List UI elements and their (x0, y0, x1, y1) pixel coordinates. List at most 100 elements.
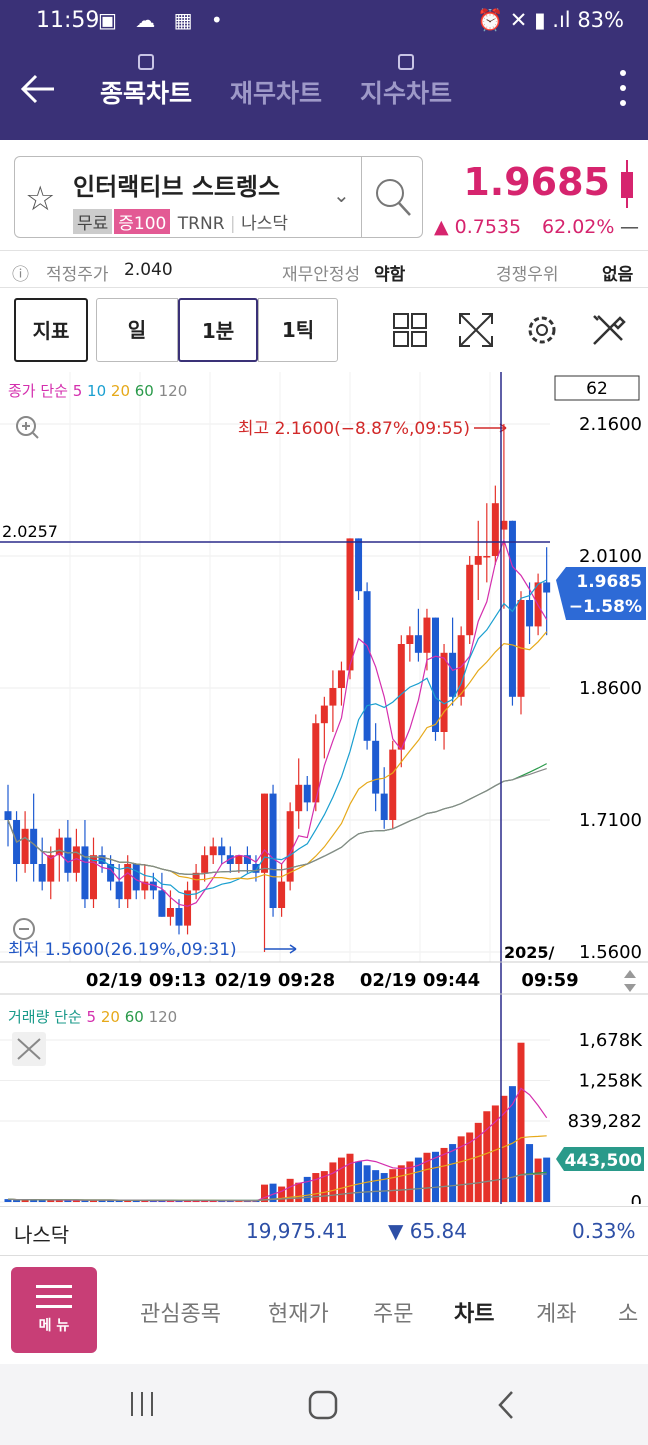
index-value: 19,975.41 (246, 1219, 348, 1243)
back-icon[interactable] (494, 1388, 518, 1422)
back-arrow-icon[interactable] (18, 68, 60, 110)
y-tick-label: 1.8600 (579, 678, 642, 699)
volume-bar (346, 1153, 354, 1202)
volume-bar (158, 1200, 166, 1202)
volume-bar (534, 1158, 542, 1202)
zoom-out-icon[interactable] (13, 918, 35, 940)
ma-line-120 (7, 768, 547, 876)
tab-stock-chart[interactable]: 종목차트 (100, 54, 192, 110)
close-icon (17, 1038, 41, 1060)
volume-bar (320, 1171, 328, 1202)
chart-svg[interactable]: 종가 단순 5 10 20 60 120 62 최고 2.1600(−8.87%… (0, 372, 648, 1213)
volume-bar (474, 1122, 482, 1202)
nav-watchlist[interactable]: 관심종목 (140, 1302, 221, 1327)
index-name: 나스닥 (14, 1223, 70, 1247)
volume-bar (543, 1157, 551, 1202)
axis-scroll-icon[interactable] (624, 970, 636, 992)
tab-label: 지수차트 (360, 79, 453, 108)
zoom-in-icon[interactable] (16, 416, 39, 439)
volume-bar (55, 1200, 63, 1202)
volume-ma-line-20 (7, 1135, 547, 1202)
nav-chart[interactable]: 차트 (454, 1302, 495, 1327)
current-price-tag-pct: −1.58% (569, 597, 642, 617)
current-price-tag (556, 567, 646, 620)
volume-bar (457, 1136, 465, 1202)
volume-bar (132, 1200, 140, 1202)
volume-bar (209, 1200, 217, 1202)
candle (166, 890, 174, 926)
candle (466, 556, 474, 644)
tools-icon[interactable] (588, 310, 628, 350)
candle (201, 846, 209, 882)
menu-button[interactable]: 메 뉴 (11, 1267, 97, 1353)
candle (4, 784, 12, 847)
tab-index-chart[interactable]: 지수차트 (360, 54, 453, 110)
nav-order[interactable]: 주문 (373, 1302, 414, 1327)
volume-bar (329, 1162, 337, 1202)
volume-current-value: 443,500 (565, 1151, 643, 1171)
volume-bar (141, 1200, 149, 1202)
star-icon[interactable]: ☆ (25, 179, 56, 219)
settings-gear-icon[interactable] (522, 310, 562, 350)
low-label: 최저 1.5600(26.19%,09:31) (8, 940, 237, 960)
index-ticker-bar[interactable]: 나스닥 19,975.41 ▼ 65.84 0.33% (0, 1206, 648, 1256)
candle (243, 846, 251, 873)
volume-ma-line-120 (7, 1173, 547, 1201)
tab-financial-chart[interactable]: 재무차트 (230, 74, 322, 110)
count-box[interactable] (554, 375, 640, 401)
status-time: 11:59 (36, 8, 100, 33)
candle (218, 837, 226, 864)
chevron-down-icon[interactable]: ⌄ (333, 183, 350, 207)
volume-bar (226, 1200, 234, 1202)
volume-bar (414, 1157, 422, 1202)
hamburger-icon (36, 1285, 72, 1308)
volume-ma-line-60 (7, 1171, 547, 1201)
nav-more[interactable]: 소 (618, 1302, 639, 1327)
fullscreen-icon[interactable] (456, 310, 496, 350)
candle (491, 485, 499, 565)
stock-chart[interactable]: 종가 단순 5 10 20 60 120 62 최고 2.1600(−8.87%… (0, 372, 648, 1213)
app-bar: 종목차트 재무차트 지수차트 (0, 44, 648, 140)
volume-bar (90, 1200, 97, 1202)
candle (107, 855, 115, 891)
volume-bar (406, 1161, 414, 1202)
candle (517, 591, 525, 715)
volume-bar (397, 1165, 405, 1202)
fin-stability-value: 약함 (374, 265, 406, 285)
candle (440, 644, 448, 750)
candle (55, 828, 63, 882)
volume-bar (218, 1201, 226, 1202)
period-minute-button[interactable]: 1분 (178, 298, 258, 362)
nav-current-price[interactable]: 현재가 (268, 1302, 329, 1327)
nav-account[interactable]: 계좌 (536, 1302, 577, 1327)
period-day-button[interactable]: 일 (96, 298, 178, 362)
fair-price-value: 2.040 (124, 260, 173, 280)
volume-bar (175, 1200, 183, 1202)
more-menu-icon[interactable] (620, 70, 628, 110)
candle (64, 820, 72, 882)
volume-bar (372, 1170, 380, 1202)
home-icon[interactable] (306, 1388, 340, 1422)
period-tick-button[interactable]: 1틱 (258, 298, 338, 362)
candle (286, 802, 294, 891)
volume-tick-label: 0 (631, 1192, 642, 1204)
stock-selector[interactable]: ☆ 인터랙티브 스트렝스 무료 증100 TRNR | 나스닥 ⌄ (14, 156, 423, 238)
candle (312, 714, 320, 812)
candle (141, 864, 149, 900)
search-button[interactable] (361, 157, 423, 237)
help-icon[interactable]: ⓘ (12, 265, 29, 285)
candle (380, 767, 388, 829)
candle (21, 811, 29, 873)
candle (132, 864, 140, 900)
indicator-button[interactable]: 지표 (14, 298, 88, 362)
tab-badge-icon (398, 54, 414, 70)
stock-name: 인터랙티브 스트렝스 (73, 173, 281, 201)
volume-bar (107, 1200, 115, 1202)
volume-bar (303, 1176, 311, 1202)
recent-apps-icon[interactable] (126, 1388, 158, 1420)
volume-bar (149, 1201, 157, 1202)
volume-bar (500, 1095, 508, 1202)
candle (474, 520, 482, 600)
candle (363, 582, 371, 750)
layout-grid-icon[interactable] (390, 310, 430, 350)
